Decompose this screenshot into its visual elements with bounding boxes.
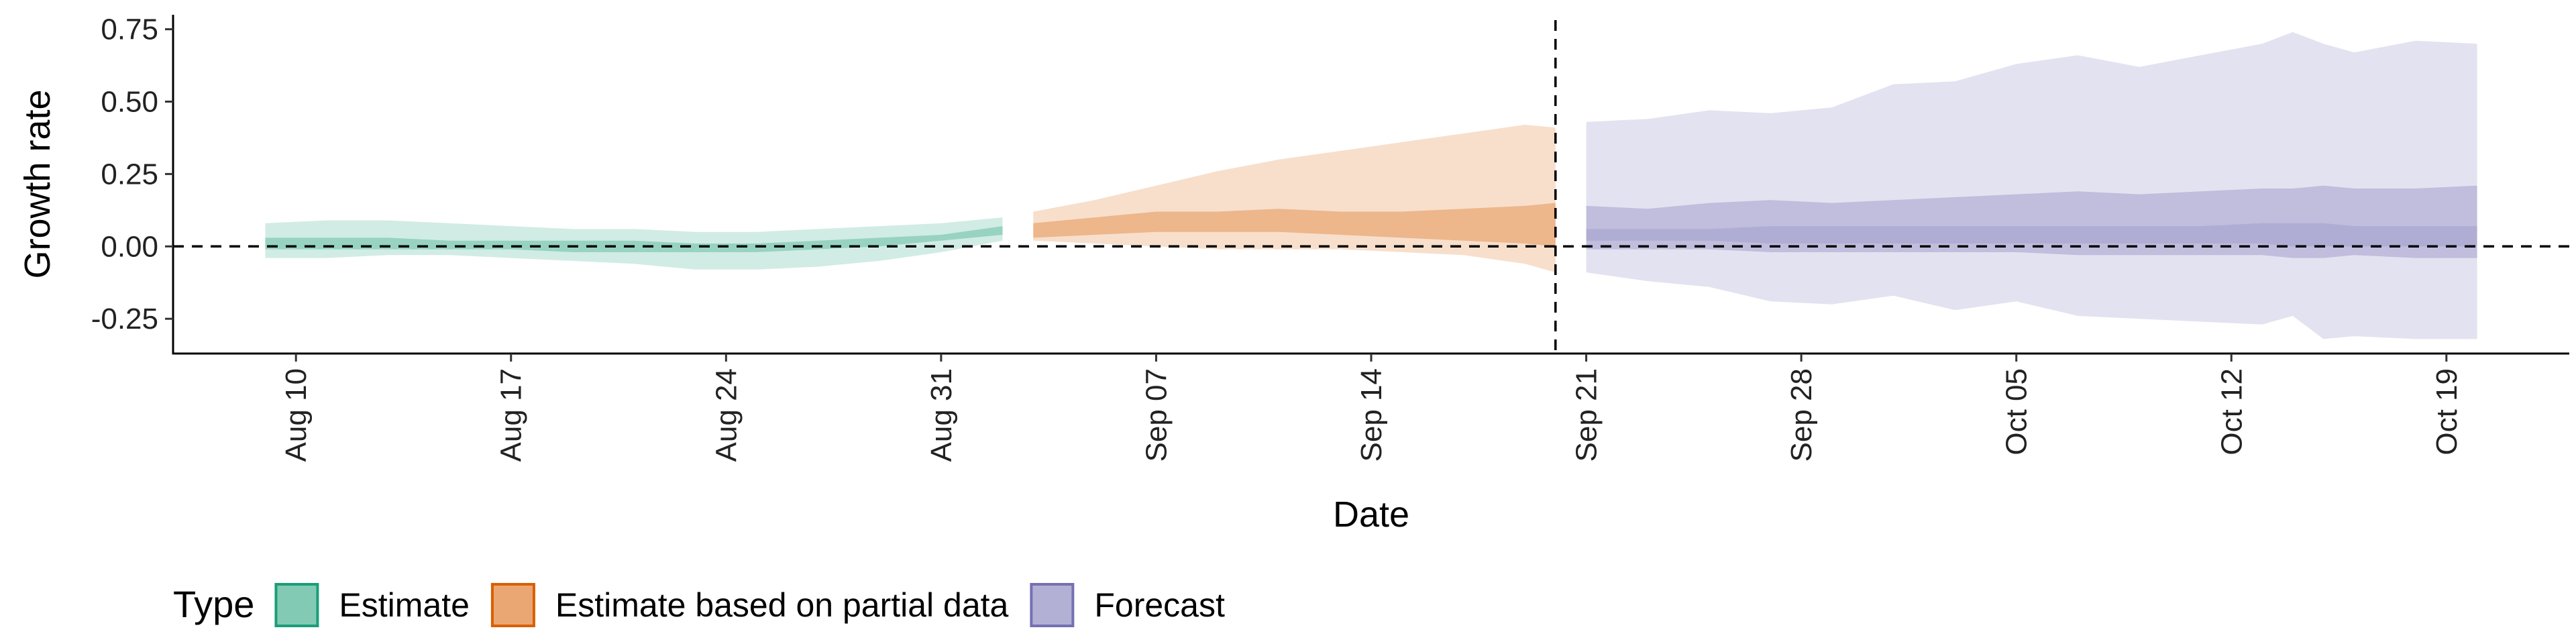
legend-swatch-estimate-based-on-partial-data [490, 583, 535, 627]
y-tick-label: 0.50 [101, 85, 158, 118]
chart-legend: Type Estimate Estimate based on partial da… [173, 583, 1225, 627]
forecast-core-band [1586, 223, 2477, 247]
y-tick-label: 0.25 [101, 158, 158, 191]
forecast-outer-band [1586, 32, 2477, 339]
x-tick-label: Sep 07 [1140, 368, 1173, 462]
x-tick-label: Sep 14 [1355, 368, 1388, 462]
estimate-outer-band [265, 217, 1003, 270]
y-tick-label: 0.00 [101, 230, 158, 263]
legend-swatch-forecast [1030, 583, 1075, 627]
x-tick-label: Aug 31 [925, 368, 958, 462]
x-tick-label: Oct 19 [2430, 368, 2463, 455]
x-tick-label: Sep 28 [1785, 368, 1818, 462]
legend-swatch-estimate [274, 583, 319, 627]
x-tick-label: Aug 17 [495, 368, 528, 462]
forecast-inner-band [1586, 185, 2477, 258]
x-tick-label: Aug 10 [280, 368, 313, 462]
y-tick-label: -0.25 [91, 303, 158, 335]
y-tick-label: 0.75 [101, 13, 158, 46]
legend-label-estimate: Estimate [339, 586, 470, 624]
estimate-based-on-partial-data-outer-band [1033, 125, 1556, 273]
legend-title: Type [173, 583, 254, 625]
estimate-based-on-partial-data-inner-band [1033, 203, 1556, 247]
y-axis-title: Growth rate [17, 89, 58, 278]
x-tick-label: Sep 21 [1570, 368, 1603, 462]
chart-bands [265, 32, 2477, 339]
x-tick-label: Oct 05 [2000, 368, 2033, 455]
legend-label-forecast: Forecast [1094, 586, 1225, 624]
x-axis-title: Date [1333, 494, 1409, 535]
reference-lines [173, 20, 2569, 354]
x-tick-label: Oct 12 [2215, 368, 2248, 455]
legend-label-estimate-based-on-partial-data: Estimate based on partial data [555, 586, 1009, 624]
x-tick-label: Aug 24 [710, 368, 743, 462]
chart-axes: -0.25 0.00 0.25 0.50 0.75 Aug 10 Aug 17 Aug 24 A… [17, 13, 2569, 535]
